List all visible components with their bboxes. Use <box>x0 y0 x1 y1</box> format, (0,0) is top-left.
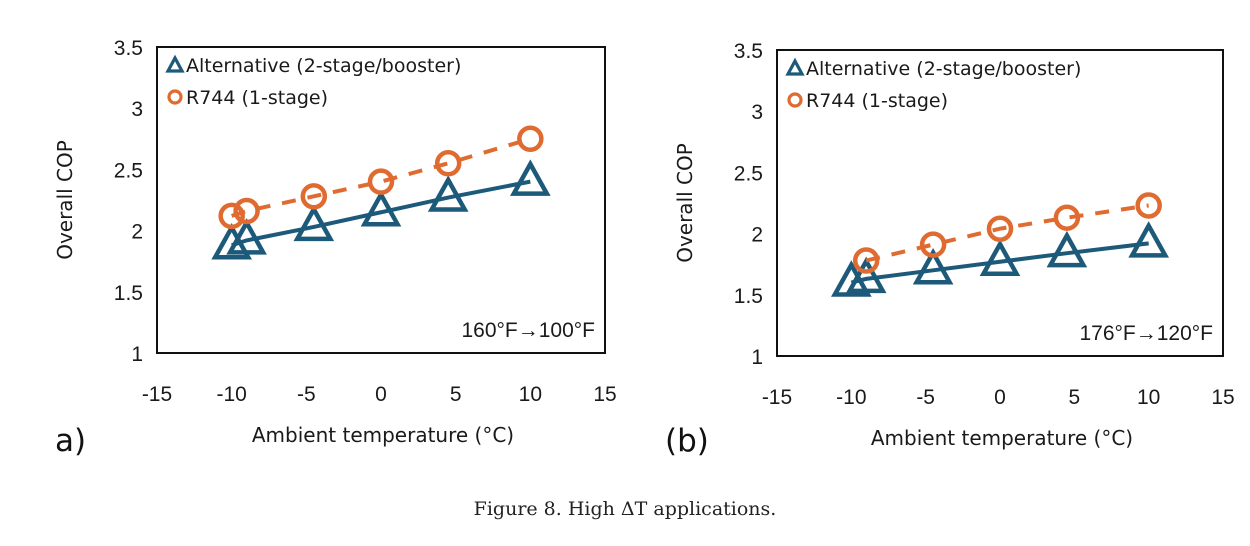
x-tick-label: -5 <box>916 386 935 409</box>
y-tick-label: 2.5 <box>734 162 763 185</box>
x-tick-label: -10 <box>216 383 246 406</box>
legend-triangle-icon <box>785 57 805 76</box>
chart-b-svg: 1 1.5 2 2.5 3 3.5 -15 -10 -5 0 5 10 15 Overall COP Amb… <box>673 40 1235 450</box>
data-point-r744 <box>300 183 328 210</box>
plot-area-frame <box>776 49 1224 357</box>
legend-triangle-icon <box>165 54 185 73</box>
x-tick-label: 0 <box>375 383 387 406</box>
y-tick-label: 2.5 <box>114 159 143 182</box>
x-tick-label: 15 <box>593 383 616 406</box>
x-axis-title: Ambient temperature (°C) <box>252 423 514 447</box>
figure-caption: Figure 8. High ΔT applications. <box>473 498 777 520</box>
y-tick-label: 2 <box>131 221 143 244</box>
legend-circle-icon <box>787 92 803 108</box>
legend-label-r744: R744 (1-stage) <box>806 90 948 112</box>
chart-a-svg: 1 1.5 2 2.5 3 3.5 -15 -10 -5 0 5 10 15 Overall COP Amb… <box>53 37 617 447</box>
data-point-r744 <box>367 168 395 195</box>
data-point-alternative <box>912 248 954 285</box>
legend: Alternative (2-stage/booster) R744 (1-sta… <box>785 57 1081 112</box>
data-point-alternative <box>427 175 469 212</box>
series-line-alternative <box>850 241 1149 285</box>
x-tick-label: -10 <box>836 386 866 409</box>
data-point-r744 <box>852 247 880 274</box>
data-point-r744 <box>919 231 947 258</box>
legend-label-alternative: Alternative (2-stage/booster) <box>806 58 1081 80</box>
x-tick-label: 10 <box>519 383 542 406</box>
y-tick-label: 3.5 <box>114 37 143 60</box>
x-tick-label: -15 <box>762 386 792 409</box>
data-point-alternative <box>1128 221 1169 258</box>
data-point-alternative <box>360 189 402 227</box>
condition-annotation: 160°F→100°F <box>461 319 595 342</box>
data-point-alternative <box>979 239 1021 276</box>
data-point-alternative <box>510 159 551 196</box>
data-point-r744 <box>986 215 1014 242</box>
x-axis-title: Ambient temperature (°C) <box>871 426 1133 450</box>
y-tick-label: 3 <box>751 101 763 124</box>
legend: Alternative (2-stage/booster) R744 (1-sta… <box>165 54 461 109</box>
data-point-alternative <box>831 260 872 297</box>
data-point-r744 <box>218 202 245 230</box>
y-tick-label: 3.5 <box>734 40 763 63</box>
x-tick-label: 5 <box>450 383 462 406</box>
data-point-r744 <box>1053 204 1081 231</box>
data-point-alternative <box>211 222 252 260</box>
x-tick-label: 5 <box>1068 386 1080 409</box>
data-point-alternative <box>1046 230 1088 268</box>
chart-panel-a: 1 1.5 2 2.5 3 3.5 -15 -10 -5 0 5 10 15 Overall COP Amb… <box>0 0 625 480</box>
data-point-alternative <box>293 204 335 242</box>
x-tick-label: -15 <box>142 383 172 406</box>
data-point-r744 <box>517 125 544 153</box>
x-tick-label: 10 <box>1137 386 1160 409</box>
y-axis-title: Overall COP <box>53 140 77 260</box>
data-point-alternative <box>845 256 887 294</box>
y-tick-label: 1.5 <box>734 285 763 308</box>
y-tick-label: 3 <box>131 98 143 121</box>
y-tick-label: 1 <box>751 346 763 369</box>
data-point-r744 <box>233 197 260 225</box>
legend-label-r744: R744 (1-stage) <box>186 87 328 109</box>
y-tick-label: 2 <box>751 224 763 247</box>
x-tick-label: -5 <box>297 383 316 406</box>
series-line-alternative <box>231 179 531 248</box>
data-point-r744 <box>1135 192 1162 219</box>
condition-annotation: 176°F→120°F <box>1079 322 1213 345</box>
panel-label-b: (b) <box>665 423 709 459</box>
data-point-alternative <box>226 218 267 255</box>
y-tick-label: 1.5 <box>114 282 143 305</box>
x-tick-label: 0 <box>994 386 1006 409</box>
plot-area-frame <box>156 46 606 354</box>
chart-panel-b: 1 1.5 2 2.5 3 3.5 -15 -10 -5 0 5 10 15 Overall COP Amb… <box>620 0 1245 480</box>
data-point-r744 <box>434 150 462 177</box>
panel-label-a: a) <box>55 423 87 459</box>
series-line-r744 <box>865 203 1149 263</box>
legend-circle-icon <box>167 89 183 105</box>
legend-label-alternative: Alternative (2-stage/booster) <box>186 55 461 77</box>
y-axis-title: Overall COP <box>673 143 697 263</box>
y-tick-label: 1 <box>131 343 143 366</box>
x-tick-label: 15 <box>1211 386 1234 409</box>
